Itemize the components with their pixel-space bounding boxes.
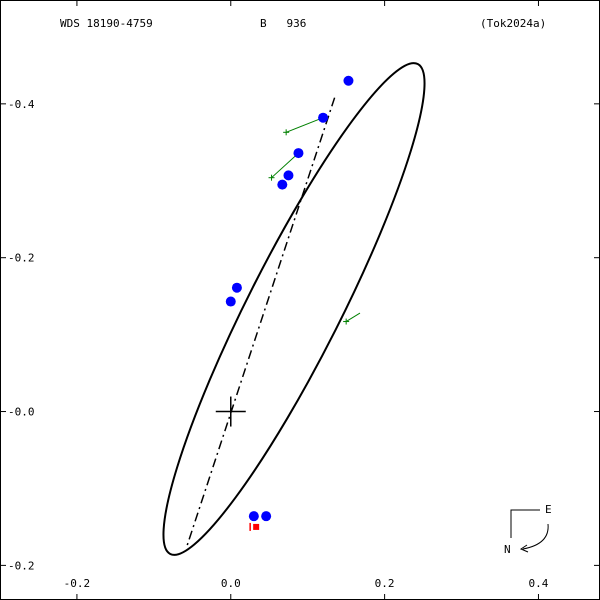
residual-lines <box>268 117 361 325</box>
x-axis-ticks: -0.2 0.0 0.2 0.4 <box>64 0 549 600</box>
residual-line <box>285 117 324 133</box>
observation-point <box>318 112 329 123</box>
latest-position-marker <box>249 522 260 531</box>
observation-point <box>283 170 294 181</box>
observation-point <box>343 75 354 86</box>
compass-arrowhead <box>519 544 529 553</box>
observation-point <box>277 179 288 190</box>
observation-point <box>231 282 242 293</box>
x-tick-label: 0.2 <box>375 577 395 590</box>
compass-axes <box>510 509 540 538</box>
observation-point <box>261 511 272 522</box>
x-tick-label: 0.0 <box>221 577 241 590</box>
latest-position-square <box>253 523 260 530</box>
primary-star-cross <box>215 396 246 427</box>
observation-point <box>248 511 259 522</box>
x-tick-label: -0.2 <box>64 577 91 590</box>
compass-rotation-arrow <box>522 523 549 550</box>
residual-line <box>271 152 299 179</box>
y-axis-ticks: -0.2 -0.0 -0.2 -0.4 <box>0 98 600 572</box>
compass-east-label: E <box>545 503 552 516</box>
y-tick-label: -0.4 <box>8 98 35 111</box>
x-tick-label: 0.4 <box>529 577 549 590</box>
observation-point <box>293 148 304 159</box>
reference-label: (Tok2024a) <box>480 17 546 30</box>
compass-north-label: N <box>504 543 511 556</box>
y-tick-label: -0.0 <box>8 406 35 419</box>
y-tick-label: -0.2 <box>8 252 35 265</box>
compass: E N <box>504 503 552 556</box>
orbit-ellipse <box>162 62 426 556</box>
observation-point <box>225 296 236 307</box>
y-tick-label: -0.2 <box>8 559 35 572</box>
discoverer-label: B 936 <box>260 17 306 30</box>
line-of-nodes <box>186 97 336 547</box>
observation-points <box>225 75 354 522</box>
residual-line <box>345 312 361 322</box>
system-id-label: WDS 18190-4759 <box>60 17 153 30</box>
